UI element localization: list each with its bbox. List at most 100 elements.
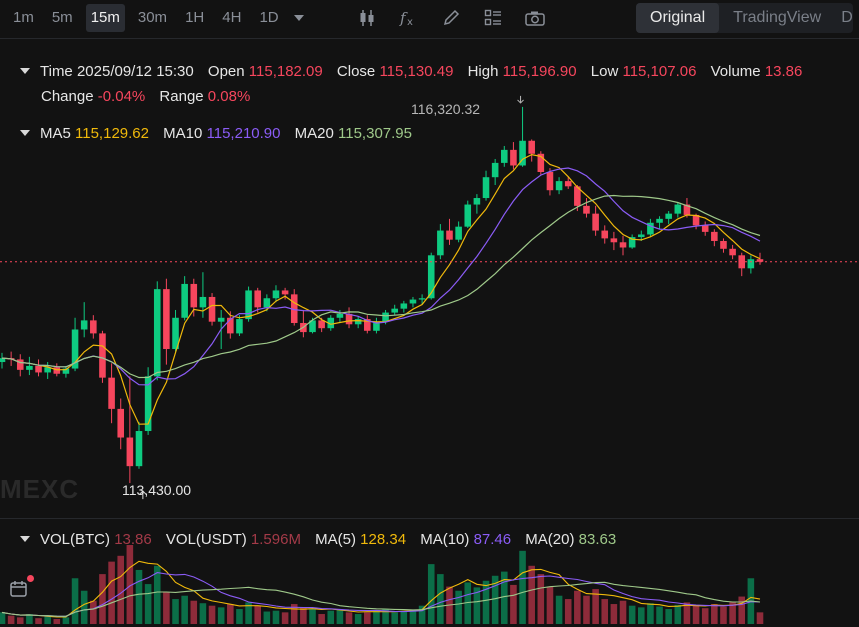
high-value: 115,196.90 [502, 63, 577, 80]
collapse-caret-icon[interactable] [20, 130, 30, 136]
candle-body [254, 290, 261, 308]
volume-bar [254, 605, 261, 624]
timeframe-5m[interactable]: 5m [51, 9, 73, 26]
change-label: Change [41, 88, 94, 105]
candle-body [236, 319, 243, 334]
pencil-icon[interactable] [440, 7, 462, 29]
volume-bar [427, 564, 435, 624]
volume-bar [217, 607, 225, 624]
min-price-pointer [139, 490, 147, 500]
timeframe-1h[interactable]: 1H [185, 9, 205, 26]
view-depth-tab[interactable]: D [841, 9, 853, 26]
candle-body [574, 186, 581, 206]
candle-body [537, 153, 545, 172]
volume-bar [601, 599, 609, 624]
collapse-caret-icon[interactable] [20, 536, 30, 542]
timeframe-1m[interactable]: 1m [13, 9, 34, 26]
min-price-annotation: 113,430.00 [122, 482, 192, 498]
candle-body [418, 298, 426, 300]
volume-bar [756, 612, 764, 624]
candle-body [701, 225, 709, 232]
view-original-tab[interactable]: Original [636, 3, 720, 33]
volume-bar [473, 587, 481, 624]
volume-bar [163, 592, 170, 624]
candle-body [601, 230, 609, 239]
open-label: Open [207, 63, 245, 80]
vol-ma10-value: 87.46 [473, 531, 512, 548]
volume-bar [692, 605, 700, 624]
candle-body [583, 205, 590, 214]
candle-body [62, 368, 70, 374]
volume-bar [35, 618, 42, 624]
time-value: 2025/09/12 15:30 [76, 63, 194, 80]
candle-body [318, 320, 325, 329]
timeframe-4h[interactable]: 4H [222, 9, 242, 26]
candle-body [382, 312, 389, 322]
volume-bar [519, 550, 526, 624]
candle-body [90, 320, 97, 334]
volume-bar [117, 555, 125, 624]
candle-body [80, 320, 88, 330]
volume-bar [245, 602, 252, 624]
volume-bar [738, 596, 746, 624]
candle-body [190, 283, 198, 308]
candle-body [528, 140, 535, 154]
candle-body [683, 204, 691, 215]
volume-bar [53, 619, 61, 624]
layout-icon[interactable] [482, 7, 504, 29]
ma10-line [1, 167, 761, 386]
calendar-icon [10, 581, 27, 597]
volume-bar [135, 569, 143, 624]
volume-bar [564, 599, 572, 624]
timeframe-1d[interactable]: 1D [259, 9, 279, 26]
volume-bar [665, 609, 672, 624]
volume-bar [574, 590, 581, 624]
candle-body [729, 248, 736, 256]
vol-ma5-label: MA(5) [315, 531, 356, 548]
volume-bar [537, 574, 545, 624]
collapse-caret-icon[interactable] [20, 68, 30, 74]
candle-body [227, 317, 234, 334]
chevron-down-icon[interactable] [288, 7, 310, 29]
candle-body [647, 222, 654, 235]
volume-bar [637, 607, 645, 624]
calendar-button[interactable] [8, 575, 34, 600]
high-label: High [467, 63, 499, 80]
volume-bar [455, 590, 462, 624]
camera-icon[interactable] [524, 7, 546, 29]
volume-bar [391, 612, 398, 624]
candles-icon[interactable] [356, 7, 378, 29]
candle-body [26, 365, 33, 370]
candle-body [309, 320, 316, 333]
timeframe-15m[interactable]: 15m [85, 4, 125, 32]
volume-bar [309, 609, 316, 624]
candle-body [0, 358, 6, 363]
volume-value: 13.86 [764, 63, 803, 80]
candle-body [400, 303, 408, 309]
vol-btc-label: VOL(BTC) [40, 531, 111, 548]
time-label: Time [40, 63, 73, 80]
open-value: 115,182.09 [248, 63, 323, 80]
pane-divider[interactable] [0, 518, 859, 519]
volume-bar [272, 610, 280, 624]
volume-bar [172, 599, 179, 624]
notification-dot [27, 575, 34, 582]
volume-bar [108, 561, 115, 624]
candle-body [135, 431, 143, 467]
volume-bar [711, 604, 718, 624]
toolbar-divider [0, 38, 859, 39]
candle-body [510, 149, 517, 166]
candle-body [71, 329, 79, 369]
view-tradingview-tab[interactable]: TradingView [733, 9, 822, 26]
volume-bar [546, 586, 554, 624]
candle-body [592, 213, 599, 231]
vol-ma20-label: MA(20) [525, 531, 575, 548]
candle-body [263, 298, 271, 308]
timeframe-30m[interactable]: 30m [137, 9, 168, 26]
volume-bar [208, 605, 216, 624]
candle-body [181, 283, 188, 318]
volume-bar [227, 604, 234, 624]
